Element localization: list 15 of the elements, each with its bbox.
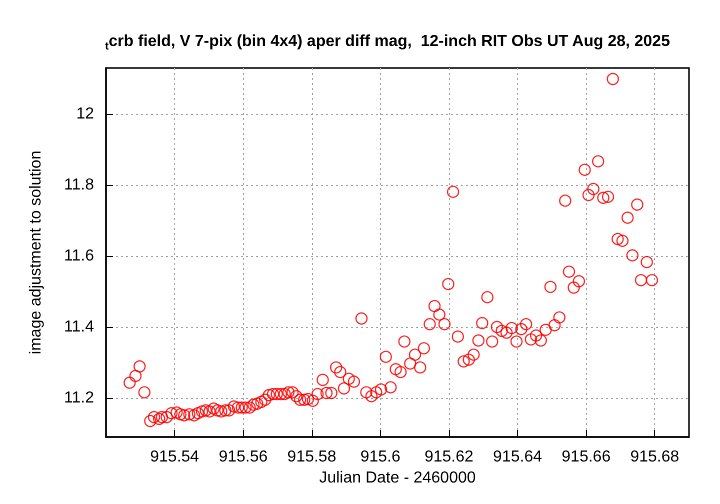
x-tick-label: 915.62 bbox=[424, 448, 474, 466]
x-tick-label: 915.64 bbox=[493, 448, 542, 466]
x-tick-label: 915.54 bbox=[150, 448, 200, 466]
y-tick-label: 11.6 bbox=[64, 248, 94, 265]
x-tick-label: 915.58 bbox=[287, 448, 336, 466]
x-tick-label: 915.68 bbox=[630, 448, 680, 466]
x-axis-title: Julian Date - 2460000 bbox=[319, 470, 476, 486]
y-tick-label: 11.8 bbox=[64, 176, 94, 194]
x-tick-label: 915.56 bbox=[218, 448, 268, 466]
x-tick-label: 915.6 bbox=[360, 448, 400, 466]
x-tick-label: 915.66 bbox=[562, 448, 611, 466]
y-axis-title: image adjustment to solution bbox=[28, 150, 44, 354]
y-tick-label: 12 bbox=[76, 106, 94, 123]
y-tick-label: 11.2 bbox=[64, 389, 94, 406]
y-tick-label: 11.4 bbox=[64, 318, 94, 336]
